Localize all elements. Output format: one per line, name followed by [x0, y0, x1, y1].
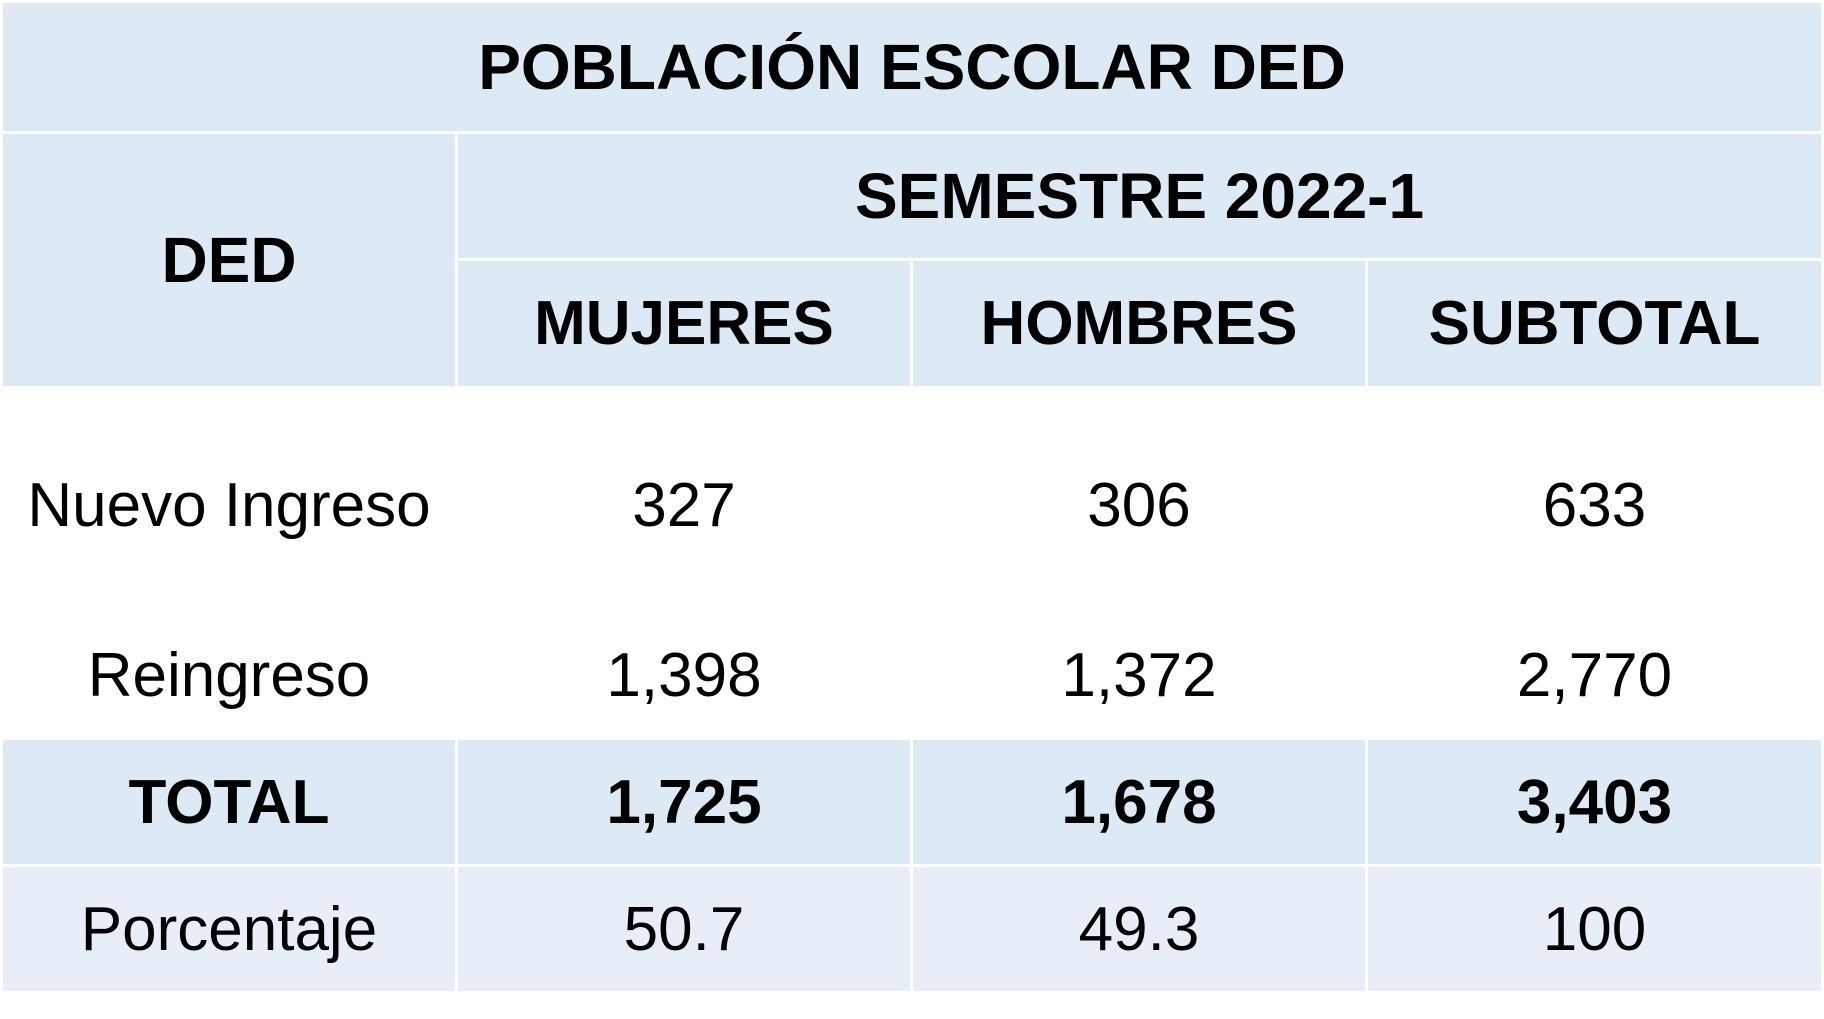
cell-porcentaje-subtotal: 100: [1368, 867, 1821, 991]
cell-reingreso-subtotal: 2,770: [1368, 600, 1821, 750]
cell-reingreso-hombres: 1,372: [913, 600, 1365, 750]
cell-reingreso-mujeres: 1,398: [458, 600, 910, 750]
table-title: POBLACIÓN ESCOLAR DED: [3, 3, 1821, 131]
cell-total-mujeres: 1,725: [458, 740, 910, 864]
cell-porcentaje-mujeres: 50.7: [458, 867, 910, 991]
row-label-nuevo-ingreso: Nuevo Ingreso: [3, 420, 455, 590]
cell-porcentaje-hombres: 49.3: [913, 867, 1365, 991]
cell-nuevo-ingreso-hombres: 306: [913, 420, 1365, 590]
row-header-ded: DED: [3, 134, 455, 386]
cell-total-subtotal: 3,403: [1368, 740, 1821, 864]
cell-nuevo-ingreso-mujeres: 327: [458, 420, 910, 590]
row-label-total: TOTAL: [3, 740, 455, 864]
column-header-subtotal: SUBTOTAL: [1368, 261, 1821, 386]
row-label-porcentaje: Porcentaje: [3, 867, 455, 991]
cell-nuevo-ingreso-subtotal: 633: [1368, 420, 1821, 590]
column-header-mujeres: MUJERES: [458, 261, 910, 386]
column-header-hombres: HOMBRES: [913, 261, 1365, 386]
cell-total-hombres: 1,678: [913, 740, 1365, 864]
row-label-reingreso: Reingreso: [3, 600, 455, 750]
semester-header: SEMESTRE 2022-1: [458, 134, 1821, 258]
